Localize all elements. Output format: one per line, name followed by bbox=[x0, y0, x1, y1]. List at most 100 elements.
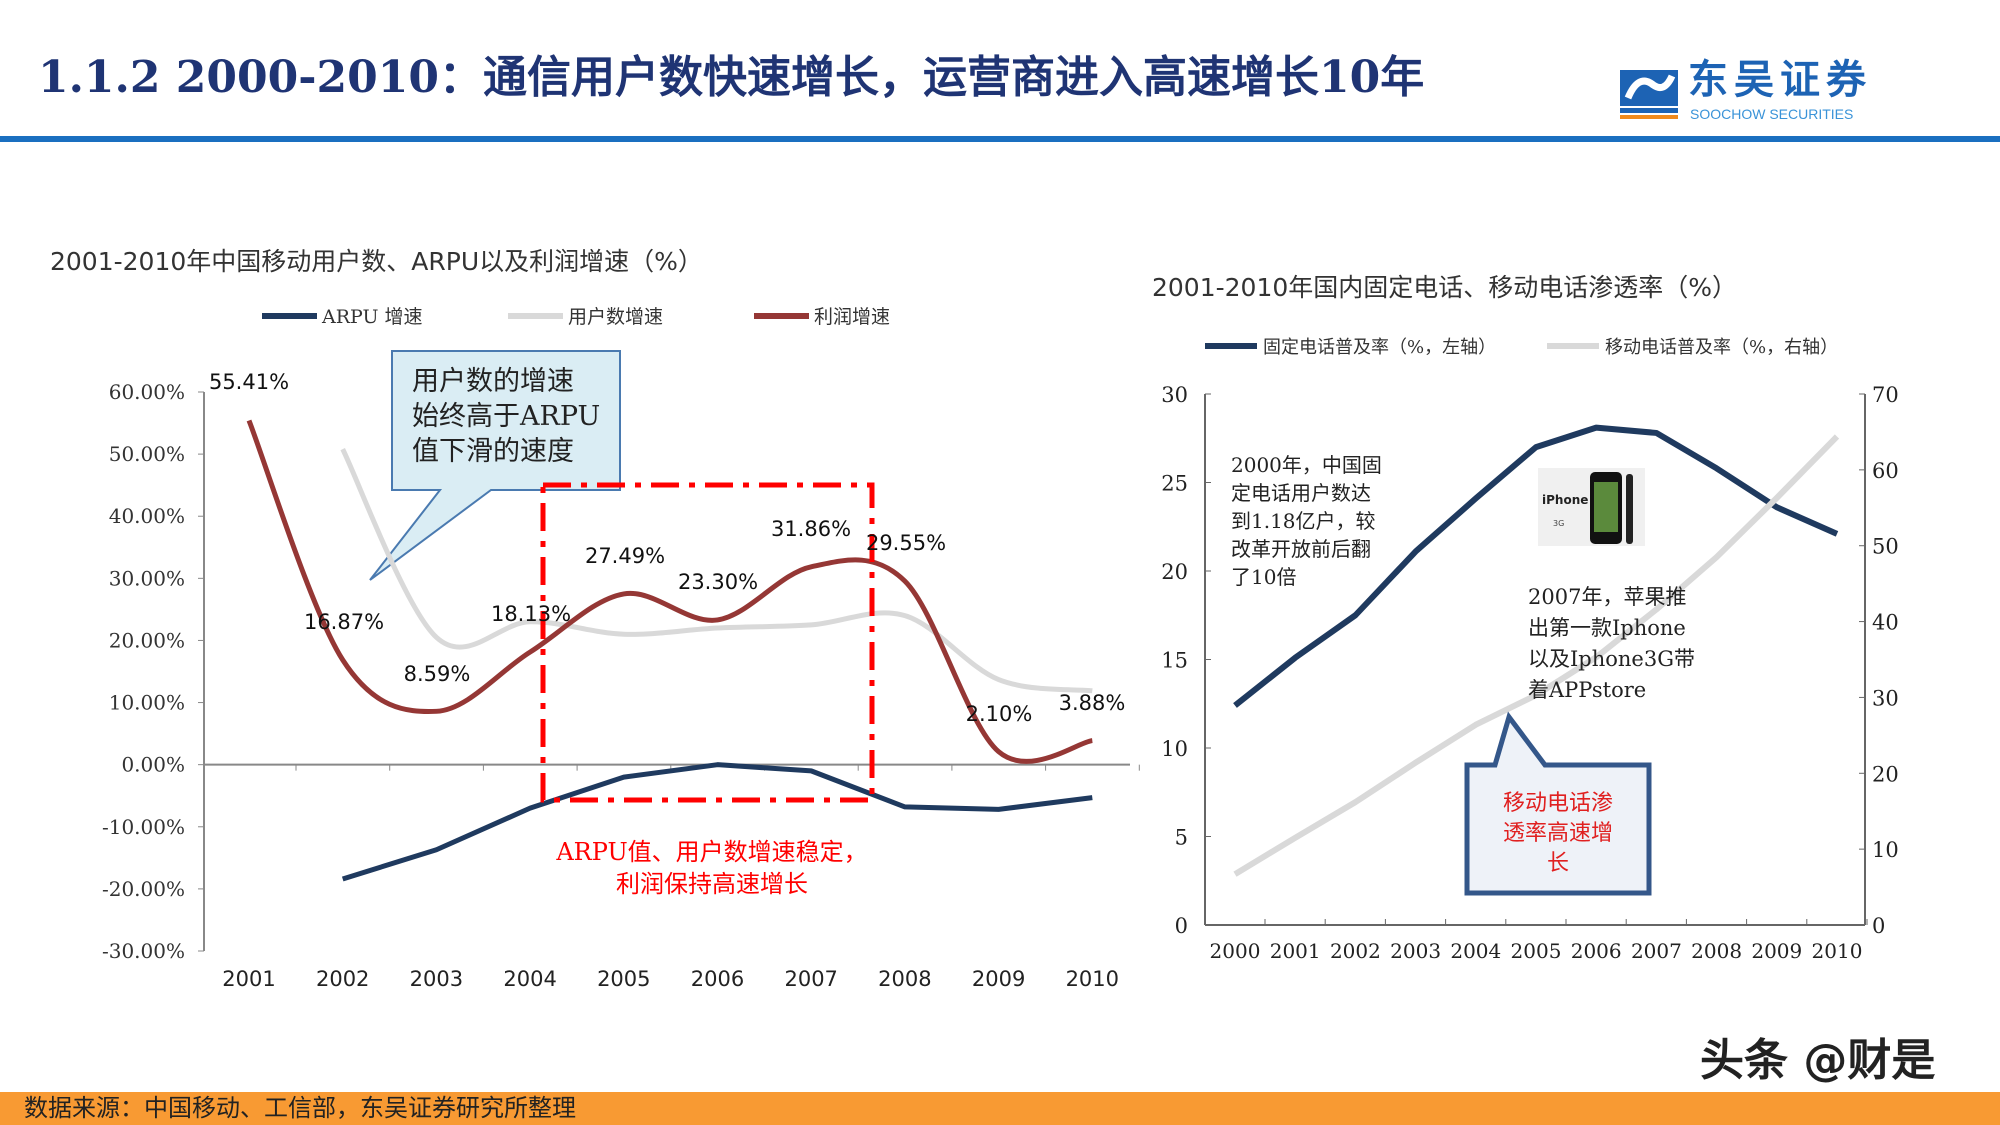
x-tick-label: 2006 bbox=[691, 967, 744, 991]
x-tick-label: 2003 bbox=[410, 967, 463, 991]
page-title: 1.1.2 2000-2010：通信用户数快速增长，运营商进入高速增长10年 bbox=[38, 52, 1425, 103]
y-tick-label: 0.00% bbox=[121, 753, 185, 777]
chart-title: 2001-2010年国内固定电话、移动电话渗透率（%） bbox=[1152, 273, 1737, 302]
x-tick-label: 2007 bbox=[1631, 939, 1682, 963]
data-label: 29.55% bbox=[866, 531, 946, 555]
x-tick-label: 2002 bbox=[1330, 939, 1381, 963]
x-tick-label: 2005 bbox=[597, 967, 650, 991]
legend-label: ARPU 增速 bbox=[321, 306, 423, 328]
callout-text: 移动电话渗 bbox=[1503, 791, 1613, 816]
x-tick-label: 2008 bbox=[878, 967, 931, 991]
callout-text: 透率高速增 bbox=[1503, 821, 1613, 846]
x-tick-label: 2010 bbox=[1066, 967, 1119, 991]
x-tick-label: 2009 bbox=[1751, 939, 1802, 963]
legend-label: 用户数增速 bbox=[568, 306, 663, 328]
legend-label: 移动电话普及率（%，右轴） bbox=[1605, 337, 1838, 358]
y-tick-label: -10.00% bbox=[102, 815, 185, 839]
data-label: 23.30% bbox=[678, 570, 758, 594]
note-2007-text: 出第一款Iphone bbox=[1528, 616, 1686, 640]
series-line-1 bbox=[1233, 434, 1840, 877]
note-2000-text: 2000年，中国固 bbox=[1231, 453, 1382, 477]
logo-cn-text: 东吴证券 bbox=[1688, 57, 1872, 103]
x-tick-label: 2004 bbox=[1450, 939, 1501, 963]
y-tick-label: 50.00% bbox=[109, 442, 185, 466]
x-tick-label: 2008 bbox=[1691, 939, 1742, 963]
iphone-label: iPhone bbox=[1542, 493, 1588, 507]
iphone-side bbox=[1626, 474, 1633, 544]
callout-text: 始终高于ARPU bbox=[412, 401, 600, 432]
callout-box bbox=[1464, 711, 1652, 896]
y-tick-label-left: 0 bbox=[1175, 914, 1188, 938]
x-tick-label: 2010 bbox=[1812, 939, 1863, 963]
note-2000-text: 了10倍 bbox=[1231, 565, 1296, 589]
callout-box bbox=[369, 350, 621, 581]
data-label: 8.59% bbox=[404, 662, 471, 686]
iphone-sublabel: 3G bbox=[1553, 519, 1564, 528]
logo-en-text: SOOCHOW SECURITIES bbox=[1690, 106, 1854, 122]
y-tick-label: 30.00% bbox=[109, 566, 185, 590]
y-tick-label-left: 20 bbox=[1161, 560, 1188, 584]
note-2000-text: 改革开放前后翻 bbox=[1231, 537, 1371, 561]
x-tick-label: 2001 bbox=[1270, 939, 1321, 963]
callout-text: 值下滑的速度 bbox=[412, 436, 574, 467]
source-text: 数据来源：中国移动、工信部，东吴证券研究所整理 bbox=[24, 1094, 576, 1122]
x-tick-label: 2006 bbox=[1571, 939, 1622, 963]
y-tick-label-left: 15 bbox=[1161, 649, 1188, 673]
note-2007-text: 以及Iphone3G带 bbox=[1528, 647, 1695, 671]
legend-label: 利润增速 bbox=[814, 306, 890, 328]
x-tick-label: 2003 bbox=[1390, 939, 1441, 963]
data-label: 3.88% bbox=[1059, 691, 1126, 715]
iphone-image: iPhone 3G bbox=[1538, 468, 1645, 546]
iphone-screen bbox=[1594, 482, 1618, 532]
y-tick-label: 20.00% bbox=[109, 628, 185, 652]
y-tick-label-left: 5 bbox=[1175, 826, 1188, 850]
y-tick-label-left: 10 bbox=[1161, 737, 1188, 761]
y-tick-label-right: 10 bbox=[1872, 838, 1899, 862]
x-tick-label: 2007 bbox=[784, 967, 837, 991]
y-tick-label: 10.00% bbox=[109, 691, 185, 715]
note-2007-text: 2007年，苹果推 bbox=[1528, 585, 1686, 609]
y-tick-label-right: 70 bbox=[1872, 383, 1899, 407]
x-tick-label: 2009 bbox=[972, 967, 1025, 991]
y-tick-label-right: 0 bbox=[1872, 914, 1885, 938]
y-tick-label-right: 50 bbox=[1872, 535, 1899, 559]
data-label: 31.86% bbox=[771, 517, 851, 541]
y-tick-label-right: 60 bbox=[1872, 459, 1899, 483]
y-tick-label-right: 20 bbox=[1872, 762, 1899, 786]
y-tick-label: -20.00% bbox=[102, 877, 185, 901]
y-tick-label-right: 40 bbox=[1872, 611, 1899, 635]
x-tick-label: 2002 bbox=[316, 967, 369, 991]
y-tick-label-left: 30 bbox=[1161, 383, 1188, 407]
legend-label: 固定电话普及率（%，左轴） bbox=[1263, 337, 1496, 358]
series-line-0 bbox=[1233, 424, 1839, 708]
scs-logo-icon bbox=[1620, 70, 1678, 119]
data-label: 27.49% bbox=[585, 544, 665, 568]
soochow-logo: 东吴证券 SOOCHOW SECURITIES bbox=[1618, 60, 1898, 124]
chart-title: 2001-2010年中国移动用户数、ARPU以及利润增速（%） bbox=[50, 247, 703, 276]
note-2000-text: 定电话用户数达 bbox=[1231, 481, 1371, 505]
x-tick-label: 2005 bbox=[1511, 939, 1562, 963]
y-tick-label: 40.00% bbox=[109, 504, 185, 528]
y-tick-label-right: 30 bbox=[1872, 686, 1899, 710]
highlight-text: ARPU值、用户数增速稳定， bbox=[555, 838, 867, 866]
highlight-box bbox=[540, 482, 875, 803]
x-tick-label: 2000 bbox=[1210, 939, 1261, 963]
data-label: 55.41% bbox=[209, 370, 289, 394]
watermark: 头条 @财是 bbox=[1700, 1035, 1936, 1086]
note-2007-text: 着APPstore bbox=[1528, 678, 1646, 702]
x-tick-label: 2001 bbox=[222, 967, 275, 991]
y-tick-label: 60.00% bbox=[109, 380, 185, 404]
highlight-text: 利润保持高速增长 bbox=[616, 870, 808, 898]
series-line-2 bbox=[246, 419, 1093, 764]
data-label: 2.10% bbox=[966, 702, 1033, 726]
y-tick-label: -30.00% bbox=[102, 939, 185, 963]
data-label: 16.87% bbox=[304, 610, 384, 634]
data-label: 18.13% bbox=[491, 602, 571, 626]
header-divider bbox=[0, 136, 2000, 142]
y-tick-label-left: 25 bbox=[1161, 472, 1188, 496]
note-2000-text: 到1.18亿户，较 bbox=[1231, 509, 1376, 533]
callout-text: 长 bbox=[1547, 851, 1569, 876]
x-tick-label: 2004 bbox=[503, 967, 556, 991]
source-footer: 数据来源：中国移动、工信部，东吴证券研究所整理 bbox=[0, 1092, 2000, 1125]
